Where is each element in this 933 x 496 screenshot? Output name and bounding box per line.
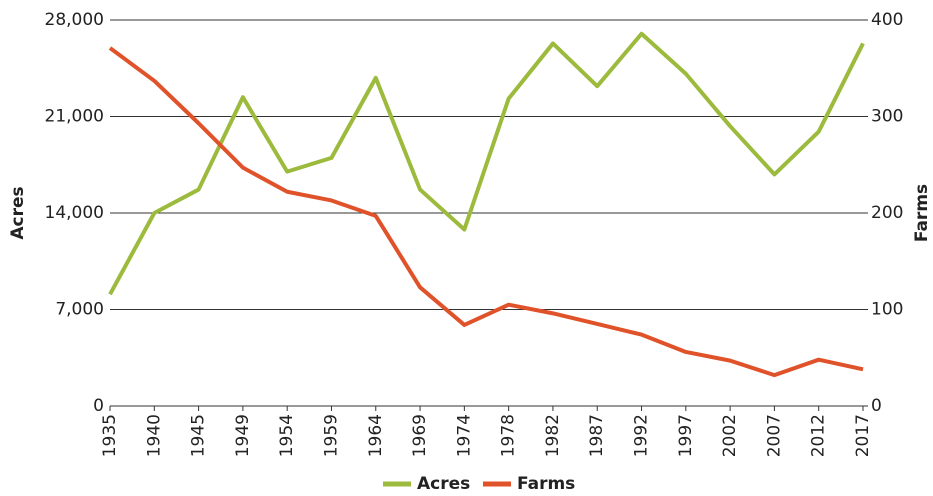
x-tick-label: 1987: [587, 414, 607, 457]
y2-axis-label: Farms: [912, 184, 932, 242]
x-tick-label: 1997: [676, 414, 696, 457]
y2-tick-label: 200: [871, 203, 903, 223]
legend-label: Farms: [517, 474, 575, 494]
x-tick-label: 1945: [189, 414, 209, 457]
x-tick-label: 2012: [809, 414, 829, 457]
x-tick-label: 1992: [632, 414, 652, 457]
y2-tick-label: 100: [871, 300, 903, 320]
series-line: [108, 31, 865, 296]
y-tick-label: 0: [93, 396, 104, 416]
x-tick-label: 1949: [233, 414, 253, 457]
y-tick-label: 21,000: [45, 107, 104, 127]
x-tick-label: 1935: [100, 414, 120, 457]
legend-label: Acres: [417, 474, 470, 494]
x-tick-label: 1978: [499, 414, 519, 457]
y-tick-label: 28,000: [45, 10, 104, 30]
y-axis-label: Acres: [8, 186, 28, 239]
series-line: [108, 46, 864, 378]
x-tick-label: 2017: [853, 414, 873, 457]
y2-tick-label: 0: [871, 396, 882, 416]
x-tick-label: 1982: [543, 414, 563, 457]
y-tick-label: 14,000: [45, 203, 104, 223]
x-tick-label: 1969: [410, 414, 430, 457]
y2-tick-label: 400: [871, 10, 903, 30]
y-tick-label: 7,000: [55, 300, 104, 320]
x-tick-label: 2002: [720, 414, 740, 457]
x-tick-label: 1954: [277, 414, 297, 457]
y2-tick-label: 300: [871, 107, 903, 127]
x-tick-label: 1959: [321, 414, 341, 457]
x-tick-label: 2007: [764, 414, 784, 457]
x-tick-label: 1940: [144, 414, 164, 457]
x-tick-label: 1974: [454, 414, 474, 457]
x-tick-label: 1964: [366, 414, 386, 457]
